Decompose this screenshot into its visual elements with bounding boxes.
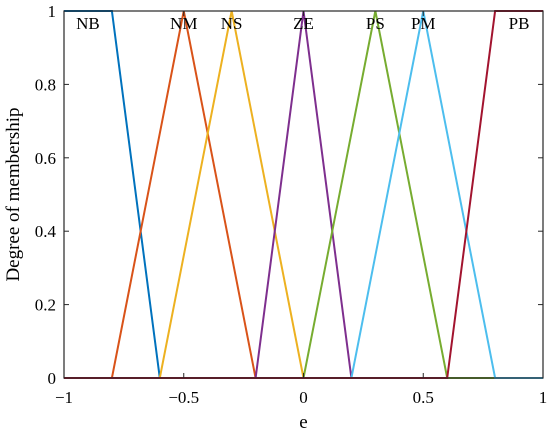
series-label-ps: PS	[366, 14, 385, 33]
x-tick-label: 0	[299, 388, 308, 407]
x-tick-label: 1	[539, 388, 548, 407]
series-label-layer: NB NM NS ZE PS PM PB	[76, 14, 529, 33]
series-label-pm: PM	[411, 14, 436, 33]
y-tick-label: 0.2	[35, 296, 56, 315]
series-label-nb: NB	[76, 14, 100, 33]
x-axis-label: e	[299, 412, 307, 433]
x-axis: −1 −0.5 0 0.5 1	[55, 11, 547, 407]
y-axis-label: Degree of membership	[3, 107, 24, 281]
x-tick-label: −0.5	[168, 388, 199, 407]
series-label-ze: ZE	[293, 14, 314, 33]
x-tick-label: −1	[55, 388, 73, 407]
y-axis: 0 0.2 0.4 0.6 0.8 1	[35, 2, 543, 388]
y-tick-label: 0.6	[35, 149, 56, 168]
y-tick-label: 0.8	[35, 75, 56, 94]
series-label-ns: NS	[221, 14, 243, 33]
y-tick-label: 0	[48, 369, 57, 388]
y-tick-label: 0.4	[35, 222, 57, 241]
x-tick-label: 0.5	[413, 388, 434, 407]
series-label-pb: PB	[509, 14, 530, 33]
series-label-nm: NM	[170, 14, 197, 33]
y-tick-label: 1	[48, 2, 57, 21]
series-layer	[64, 10, 543, 379]
